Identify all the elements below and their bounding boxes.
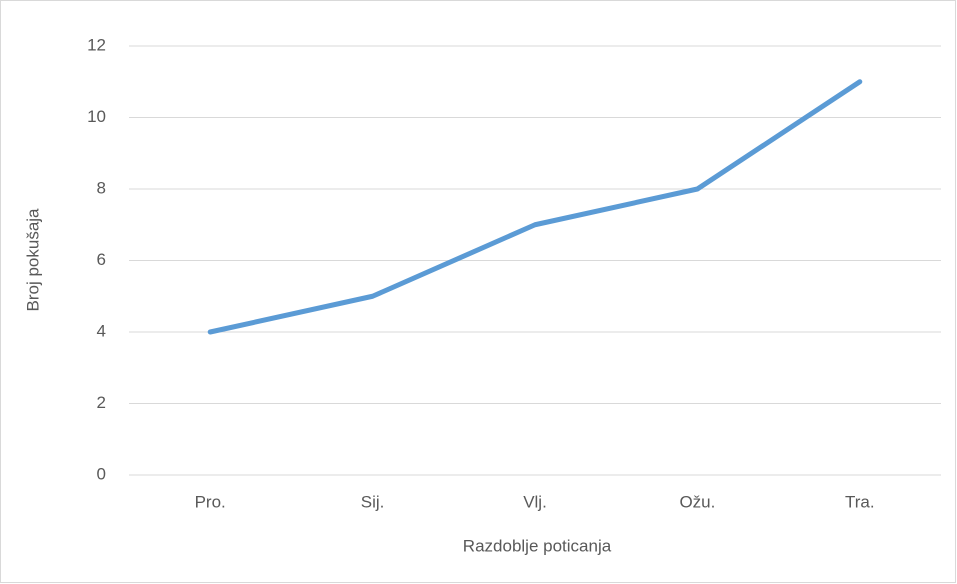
x-tick-label: Sij. — [361, 492, 385, 511]
y-tick-label: 0 — [97, 464, 106, 483]
y-tick-label: 2 — [97, 393, 106, 412]
y-axis-label: Broj pokušaja — [23, 208, 42, 312]
x-tick-label: Vlj. — [523, 492, 547, 511]
y-tick-label: 4 — [97, 321, 106, 340]
x-tick-label: Tra. — [845, 492, 875, 511]
x-axis-label: Razdoblje poticanja — [463, 536, 612, 555]
y-tick-label: 8 — [97, 178, 106, 197]
y-tick-label: 12 — [87, 35, 106, 54]
y-tick-label: 6 — [97, 250, 106, 269]
y-tick-label: 10 — [87, 107, 106, 126]
data-line — [207, 79, 863, 335]
x-tick-label: Ožu. — [679, 492, 715, 511]
x-tick-label: Pro. — [195, 492, 226, 511]
